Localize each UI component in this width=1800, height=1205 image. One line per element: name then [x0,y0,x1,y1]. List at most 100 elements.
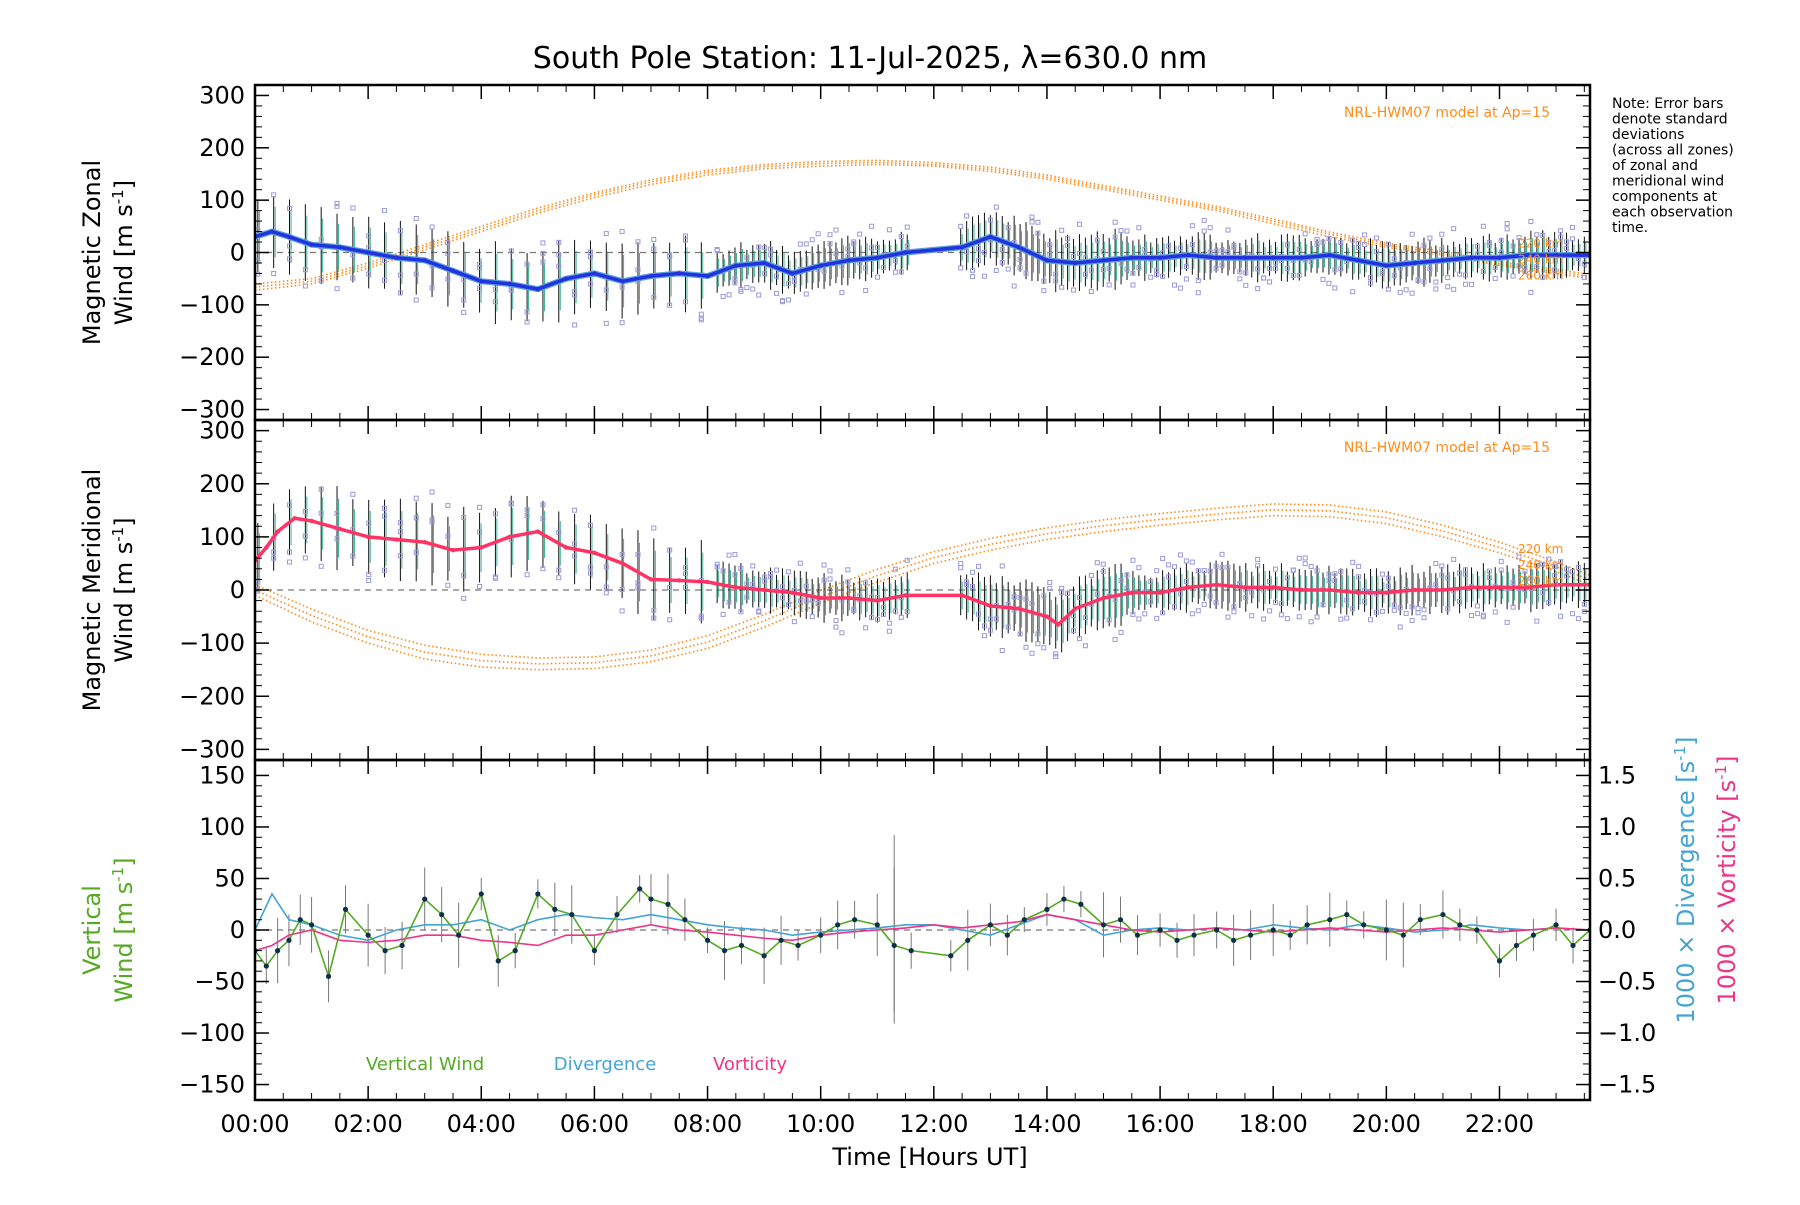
zone-scatter-point [1059,590,1065,596]
y-tick-label: −100 [179,291,245,319]
zone-scatter-point [1409,617,1415,623]
zone-scatter-point [774,567,780,573]
zonal-wind-point [959,245,965,250]
zone-scatter-point [779,299,785,305]
zone-scatter-point [1474,243,1480,249]
zone-scatter-point [732,276,738,282]
zone-scatter-point [958,560,964,566]
zone-scatter-point [756,244,762,250]
vertical-wind-point [1440,911,1446,918]
zone-scatter-point [698,317,704,323]
zone-scatter-point [413,297,419,303]
zone-scatter-point [1516,235,1522,241]
zonal-wind-point [705,273,710,279]
meridional-wind-point [846,595,852,601]
zone-scatter-point [1207,225,1213,231]
zone-scatter-point [1035,219,1041,225]
zone-scatter-point [1136,225,1142,231]
zone-scatter-point [540,566,546,572]
meridional-wind-point [1440,587,1446,593]
zone-scatter-point [1457,570,1463,576]
zone-scatter-point [1338,568,1344,574]
meridional-wind-point [394,537,399,542]
zone-scatter-point [1100,568,1106,574]
zone-scatter-point [1076,595,1082,601]
zone-scatter-point [603,584,609,590]
y2-tick-label: −1.0 [1598,1019,1656,1047]
y-tick-label: −50 [194,968,245,996]
zone-scatter-point [1409,604,1415,610]
vertical-wind-point [1327,917,1333,923]
x-tick-label: 02:00 [334,1110,403,1138]
zone-scatter-point [1379,571,1385,577]
meridional-wind-point [1412,587,1417,593]
zone-scatter-point [1421,607,1427,613]
zone-scatter-point [271,549,277,555]
meridional-wind-point [264,545,269,550]
vertical-wind-point [1247,932,1254,938]
vertical-wind-point [275,948,281,954]
zone-scatter-point [880,604,886,610]
zone-scatter-point [1076,636,1082,642]
vertical-wind-point [591,948,598,954]
zone-scatter-point [350,275,356,281]
zone-scatter-point [1528,218,1534,224]
zone-scatter-point [1510,243,1516,249]
zone-scatter-point [445,250,451,256]
zonal-wind-point [1044,258,1050,263]
zone-scatter-point [1492,609,1498,615]
zone-scatter-point [1302,561,1308,567]
zone-scatter-point [1177,285,1183,291]
zone-scatter-point [1332,571,1338,577]
note-line: Note: Error bars [1612,96,1723,112]
zone-scatter-point [1391,256,1397,262]
zone-scatter-point [445,276,451,282]
zone-scatter-point [1267,578,1273,584]
zone-scatter-point [651,615,657,621]
zone-scatter-point [1540,232,1546,238]
model-label: NRL-HWM07 model at Ap=15 [1344,440,1550,456]
zone-scatter-point [334,203,340,209]
zone-scatter-point [461,595,467,601]
zone-scatter-point [1082,271,1088,277]
vertical-wind-point [1474,927,1480,933]
zone-scatter-point [892,566,898,572]
y-tick-label: 0 [230,576,245,604]
vertical-wind-point [365,932,371,938]
x-tick-label: 16:00 [1125,1110,1194,1138]
zone-scatter-point [1409,231,1415,237]
zone-scatter-point [1433,582,1439,588]
zonal-wind-point [1327,252,1332,258]
y2-tick-label: −1.5 [1598,1071,1656,1099]
zone-scatter-point [1498,567,1504,573]
zone-scatter-point [1118,228,1124,234]
zonal-wind-point [1271,255,1276,260]
zone-scatter-point [429,224,435,230]
zone-scatter-point [1480,614,1486,620]
zone-scatter-point [1195,278,1201,284]
zone-scatter-point [1243,270,1249,276]
zone-scatter-point [1296,555,1302,561]
zone-scatter-point [1463,567,1469,573]
zone-scatter-point [999,563,1005,569]
zone-scatter-point [1017,256,1023,262]
y2-axis-label-text: 1000 × Vorticity [s [1713,780,1741,1005]
y-tick-label: 300 [199,417,245,445]
zone-scatter-point [1510,579,1516,585]
zone-scatter-point [803,583,809,589]
meridional-wind-point [648,577,654,582]
zone-scatter-point [714,564,720,570]
zone-scatter-point [1463,272,1469,278]
zone-scatter-point [898,269,904,275]
zone-scatter-point [1154,615,1160,621]
vertical-wind-point [263,963,269,969]
zone-scatter-point [413,215,419,221]
zone-scatter-point [287,502,293,508]
zone-scatter-point [1373,235,1379,241]
zone-scatter-point [1486,568,1492,574]
zone-scatter-point [382,513,388,519]
zone-scatter-point [1463,281,1469,287]
zone-scatter-point [1575,564,1581,570]
zone-scatter-point [1409,290,1415,296]
zone-scatter-point [1118,578,1124,584]
